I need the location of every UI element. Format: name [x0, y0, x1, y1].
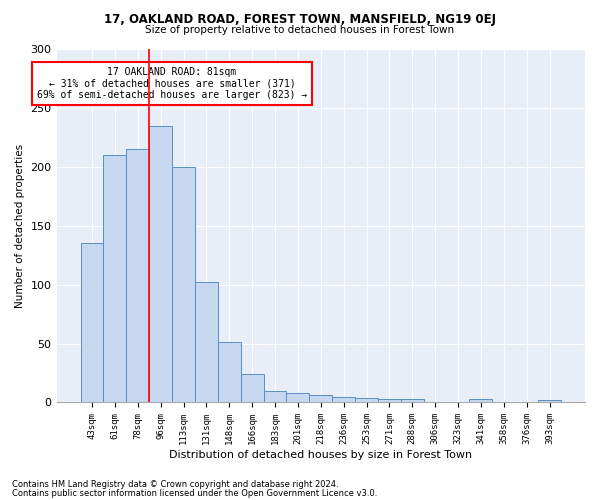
- Text: Contains public sector information licensed under the Open Government Licence v3: Contains public sector information licen…: [12, 488, 377, 498]
- Bar: [103, 155, 127, 402]
- Bar: [401, 399, 424, 402]
- Y-axis label: Number of detached properties: Number of detached properties: [15, 144, 25, 308]
- Bar: [172, 167, 195, 402]
- Bar: [149, 126, 172, 402]
- Bar: [195, 282, 218, 403]
- Bar: [332, 396, 355, 402]
- Text: 17, OAKLAND ROAD, FOREST TOWN, MANSFIELD, NG19 0EJ: 17, OAKLAND ROAD, FOREST TOWN, MANSFIELD…: [104, 12, 496, 26]
- Bar: [241, 374, 263, 402]
- X-axis label: Distribution of detached houses by size in Forest Town: Distribution of detached houses by size …: [169, 450, 472, 460]
- Text: 17 OAKLAND ROAD: 81sqm
← 31% of detached houses are smaller (371)
69% of semi-de: 17 OAKLAND ROAD: 81sqm ← 31% of detached…: [37, 66, 307, 100]
- Bar: [355, 398, 378, 402]
- Bar: [80, 244, 103, 402]
- Bar: [127, 149, 149, 403]
- Bar: [218, 342, 241, 402]
- Bar: [286, 393, 310, 402]
- Bar: [538, 400, 561, 402]
- Bar: [469, 399, 493, 402]
- Bar: [378, 399, 401, 402]
- Text: Contains HM Land Registry data © Crown copyright and database right 2024.: Contains HM Land Registry data © Crown c…: [12, 480, 338, 489]
- Bar: [310, 396, 332, 402]
- Text: Size of property relative to detached houses in Forest Town: Size of property relative to detached ho…: [145, 25, 455, 35]
- Bar: [263, 390, 286, 402]
